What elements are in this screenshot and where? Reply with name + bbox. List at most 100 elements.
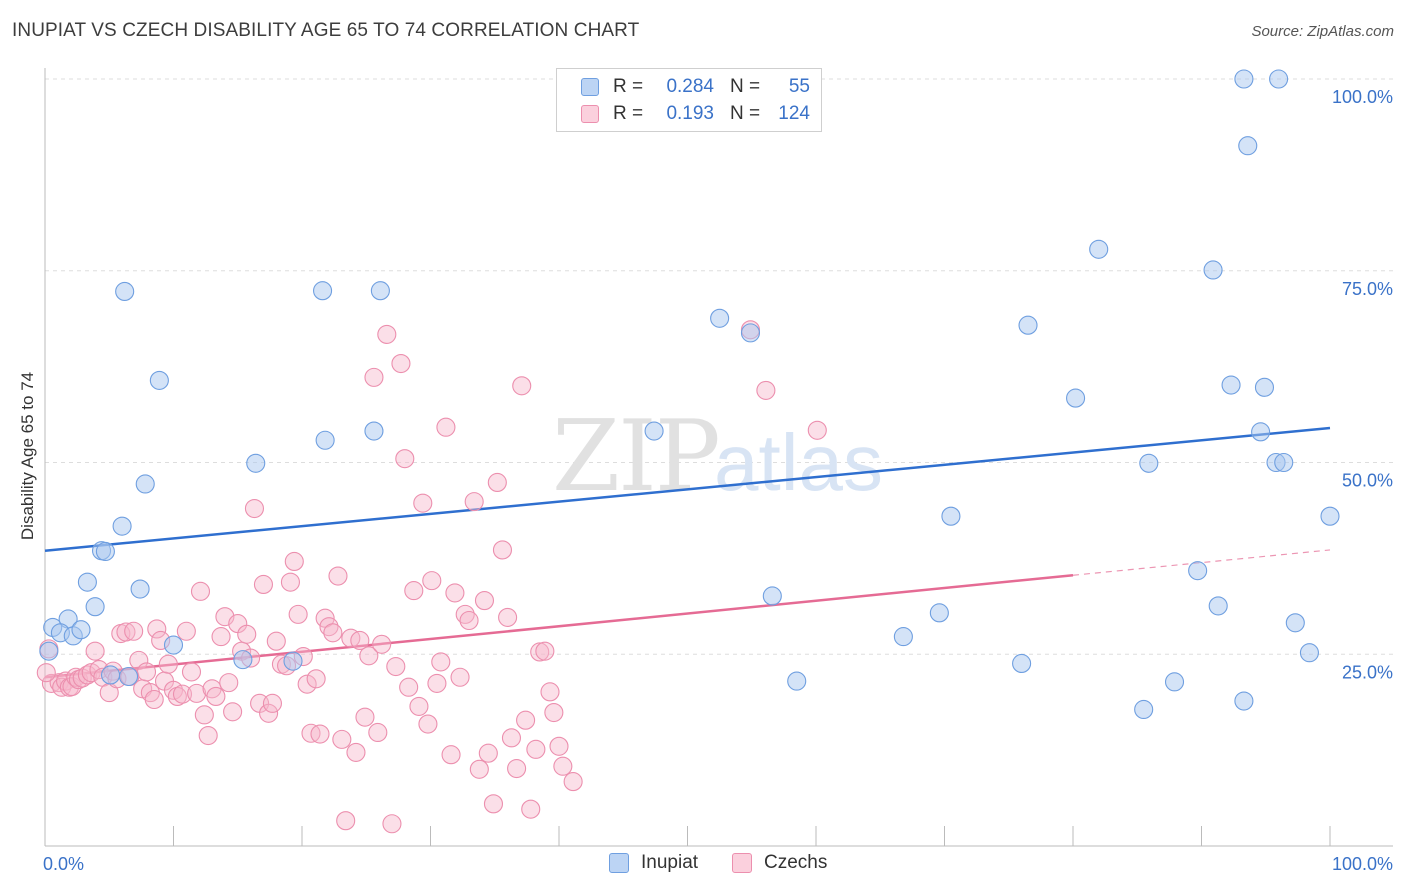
- legend-label-inupiat: Inupiat: [641, 852, 699, 873]
- czechs-point: [280, 572, 300, 592]
- czechs-point: [332, 729, 352, 749]
- inupiat-point: [39, 641, 59, 661]
- czechs-point: [81, 663, 101, 683]
- inupiat-point: [370, 281, 390, 301]
- czechs-point: [237, 624, 257, 644]
- czechs-point: [336, 811, 356, 831]
- inupiat-point: [1164, 672, 1185, 692]
- czechs-point: [372, 634, 392, 654]
- r-value: 0.193: [666, 103, 714, 124]
- tick-labels: 25.0% 50.0% 75.0% 100.0% 0.0% 100.0%: [43, 87, 1393, 874]
- czechs-point: [464, 492, 484, 512]
- x-tick-label: 0.0%: [43, 854, 84, 874]
- czechs-point: [266, 631, 286, 651]
- czechs-point: [244, 498, 265, 519]
- czechs-points: [36, 320, 827, 834]
- czechs-point: [492, 540, 513, 560]
- y-tick-label: 25.0%: [1342, 662, 1393, 682]
- r-label: R =: [613, 76, 644, 97]
- czechs-point: [498, 607, 518, 627]
- inupiat-trend-line: [44, 426, 1331, 552]
- inupiat-point: [135, 474, 155, 494]
- x-tick-label: 100.0%: [1332, 854, 1393, 874]
- chart-title: INUPIAT VS CZECH DISABILITY AGE 65 TO 74…: [12, 20, 640, 41]
- inupiat-swatch: [581, 78, 599, 96]
- inupiat-point: [1208, 596, 1228, 616]
- inupiat-point: [163, 635, 184, 655]
- czechs-point: [259, 703, 279, 723]
- czechs-point: [364, 367, 384, 387]
- czechs-point: [418, 714, 438, 734]
- czechs-point: [288, 604, 308, 624]
- inupiat-point: [85, 597, 105, 617]
- inupiat-point: [762, 586, 782, 606]
- czechs-point: [198, 726, 218, 746]
- czechs-point: [306, 669, 326, 689]
- inupiat-point: [315, 430, 335, 450]
- inupiat-point: [1234, 69, 1254, 89]
- czechs-point: [391, 354, 411, 374]
- inupiat-point: [130, 579, 150, 599]
- czechs-point: [756, 380, 776, 400]
- legend-item-czechs[interactable]: Czechs: [732, 852, 827, 874]
- czechs-point: [190, 581, 211, 601]
- czechs-point: [144, 689, 164, 710]
- legend-label-czechs: Czechs: [764, 852, 828, 873]
- inupiat-point: [1066, 388, 1086, 408]
- inupiat-point: [1274, 452, 1294, 473]
- inupiat-point: [1234, 691, 1254, 711]
- czechs-point: [359, 646, 379, 666]
- n-label: N =: [730, 76, 761, 97]
- czechs-point: [422, 571, 442, 591]
- czechs-point: [310, 724, 330, 744]
- czechs-point: [409, 696, 429, 716]
- inupiat-point: [1134, 699, 1154, 720]
- inupiat-point: [71, 620, 91, 640]
- czechs-point: [478, 743, 498, 763]
- czechs-point: [206, 686, 226, 706]
- inupiat-point: [313, 281, 333, 301]
- czechs-point: [530, 642, 550, 662]
- czechs-swatch: [581, 105, 599, 123]
- inupiat-point: [112, 516, 132, 536]
- czechs-point: [544, 702, 564, 723]
- czechs-point: [386, 656, 406, 677]
- r-label: R =: [613, 103, 644, 124]
- czechs-trend-line: [44, 574, 1074, 679]
- inupiat-point: [941, 506, 961, 526]
- inupiat-point: [1012, 653, 1032, 674]
- inupiat-point: [1269, 69, 1289, 89]
- czechs-point: [328, 566, 348, 586]
- czechs-point: [807, 420, 827, 440]
- czechs-point: [158, 654, 178, 674]
- czechs-point: [223, 702, 243, 722]
- y-axis-label: Disability Age 65 to 74: [18, 372, 37, 540]
- czechs-point: [176, 621, 196, 641]
- czechs-point: [72, 668, 92, 688]
- y-tick-label: 50.0%: [1342, 471, 1393, 491]
- source-credit: Source: ZipAtlas.com: [1251, 23, 1394, 40]
- czechs-point: [368, 722, 388, 743]
- inupiat-point: [1203, 260, 1223, 280]
- y-tick-label: 100.0%: [1332, 87, 1393, 107]
- inupiat-point: [710, 308, 730, 328]
- czechs-point: [262, 693, 282, 713]
- czechs-point: [253, 574, 274, 595]
- czechs-point: [563, 772, 583, 792]
- czechs-point: [404, 581, 424, 601]
- czechs-point: [469, 759, 489, 779]
- watermark-atlas: atlas: [714, 418, 883, 507]
- legend-item-inupiat[interactable]: Inupiat: [609, 852, 698, 874]
- czechs-point: [399, 677, 419, 697]
- inupiat-point: [115, 281, 135, 302]
- czechs-point: [355, 707, 375, 727]
- stats-legend: R = 0.284 N = 55 R = 0.193 N = 124: [556, 68, 822, 132]
- inupiat-point: [100, 665, 121, 685]
- czechs-point: [512, 376, 532, 396]
- czechs-point: [219, 673, 239, 693]
- czechs-point: [507, 758, 527, 779]
- czechs-point: [549, 736, 569, 756]
- inupiat-point: [246, 453, 266, 473]
- czechs-point: [395, 449, 415, 469]
- inupiat-point: [1254, 377, 1275, 397]
